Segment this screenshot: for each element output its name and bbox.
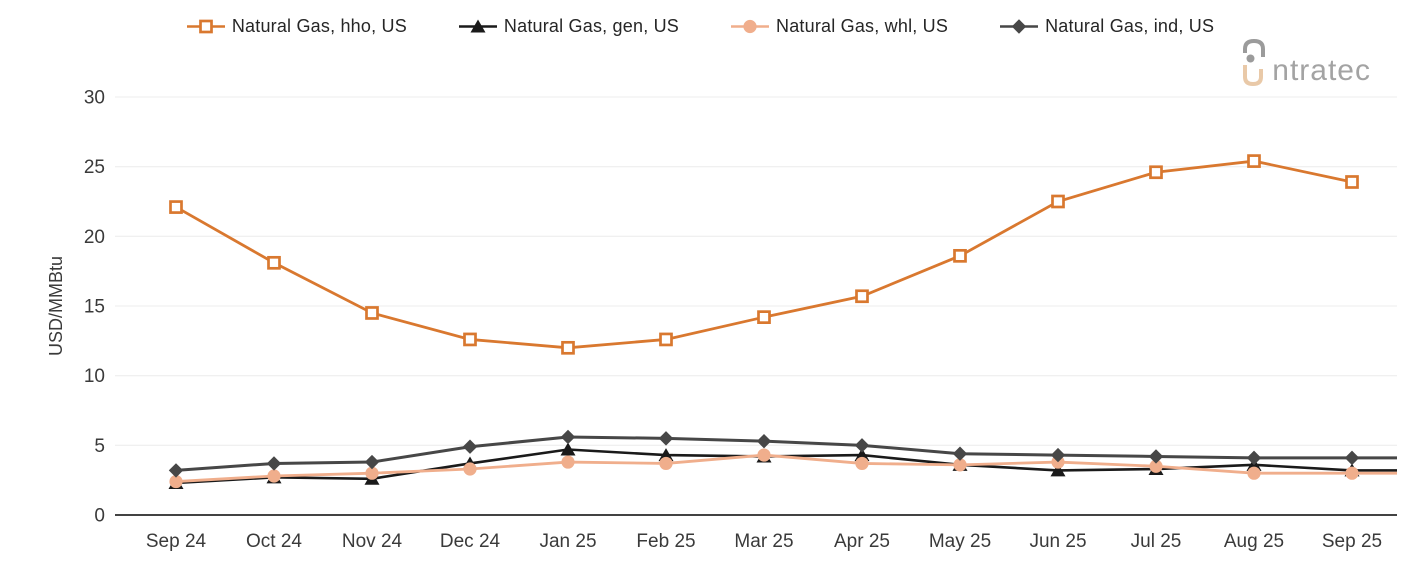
x-tick-label-2: Nov 24 bbox=[342, 531, 403, 552]
marker-whl-8 bbox=[953, 458, 967, 472]
circle-legend-icon bbox=[731, 19, 770, 34]
legend-marker-hho bbox=[198, 19, 213, 34]
marker-hho-10 bbox=[1149, 165, 1163, 180]
legend-label-ind: Natural Gas, ind, US bbox=[1045, 16, 1215, 36]
legend-marker-ind bbox=[1011, 19, 1027, 34]
marker-hho-4 bbox=[561, 340, 575, 355]
x-tick-label-10: Jul 25 bbox=[1131, 531, 1182, 552]
marker-hho-2 bbox=[365, 306, 379, 320]
y-tick-label-10: 10 bbox=[84, 366, 105, 387]
marker-gen-9 bbox=[1050, 463, 1066, 477]
intratec-logo: ntratec bbox=[1240, 38, 1371, 88]
marker-whl-10 bbox=[1149, 459, 1163, 473]
legend-item-whl[interactable]: Natural Gas, whl, US bbox=[731, 16, 948, 37]
y-axis-title: USD/MMBtu bbox=[46, 256, 66, 356]
intratec-logo-mark-icon bbox=[1243, 38, 1266, 87]
marker-hho-6 bbox=[757, 310, 771, 324]
y-axis-ticks: 0 5 10 15 20 25 30 bbox=[84, 88, 105, 527]
series-line-ind bbox=[175, 435, 1397, 472]
legend-marker-whl bbox=[743, 19, 757, 34]
x-tick-label-0: Sep 24 bbox=[146, 531, 207, 552]
marker-gen-4 bbox=[560, 442, 576, 456]
legend-marker-gen bbox=[470, 19, 486, 33]
marker-whl-6 bbox=[757, 448, 771, 462]
marker-whl-1 bbox=[267, 469, 281, 483]
x-tick-label-3: Dec 24 bbox=[440, 531, 501, 552]
marker-whl-2 bbox=[365, 466, 379, 480]
series-gen bbox=[168, 442, 1397, 489]
legend-item-ind[interactable]: Natural Gas, ind, US bbox=[1000, 16, 1214, 37]
y-tick-label-0: 0 bbox=[94, 506, 105, 527]
legend-label-whl: Natural Gas, whl, US bbox=[776, 16, 949, 36]
legend-item-hho[interactable]: Natural Gas, hho, US bbox=[186, 16, 407, 37]
legend-item-gen[interactable]: Natural Gas, gen, US bbox=[458, 16, 680, 37]
square-open-legend-icon bbox=[186, 19, 225, 34]
chart-legend: Natural Gas, hho, US Natural Gas, gen, US… bbox=[0, 16, 1401, 37]
marker-ind-2 bbox=[364, 454, 380, 470]
y-tick-label-15: 15 bbox=[84, 297, 105, 318]
marker-ind-12 bbox=[1344, 450, 1360, 466]
marker-ind-5 bbox=[658, 431, 674, 446]
series-hho bbox=[169, 154, 1359, 355]
intratec-logo-text: ntratec bbox=[1272, 54, 1371, 87]
y-tick-label-25: 25 bbox=[84, 157, 105, 178]
marker-hho-1 bbox=[267, 255, 281, 270]
marker-ind-7 bbox=[854, 438, 870, 453]
marker-hho-9 bbox=[1051, 194, 1065, 209]
marker-whl-7 bbox=[855, 456, 869, 471]
x-tick-label-1: Oct 24 bbox=[246, 531, 302, 552]
x-tick-label-5: Feb 25 bbox=[636, 531, 695, 552]
triangle-legend-icon bbox=[458, 19, 497, 33]
x-tick-label-9: Jun 25 bbox=[1029, 531, 1086, 552]
marker-gen-7 bbox=[854, 448, 870, 462]
x-tick-label-7: Apr 25 bbox=[834, 531, 890, 552]
marker-ind-11 bbox=[1246, 450, 1262, 466]
gridlines bbox=[115, 96, 1397, 446]
marker-hho-8 bbox=[953, 248, 967, 263]
marker-ind-0 bbox=[168, 463, 184, 478]
x-tick-label-11: Aug 25 bbox=[1224, 531, 1284, 552]
series-line-whl bbox=[175, 453, 1397, 483]
marker-hho-3 bbox=[463, 332, 477, 347]
x-axis-ticks: Sep 24 Oct 24 Nov 24 Dec 24 Jan 25 Feb 25 Mar … bbox=[146, 531, 1382, 552]
marker-whl-12 bbox=[1345, 466, 1359, 480]
marker-whl-4 bbox=[561, 455, 575, 469]
series-whl bbox=[169, 448, 1397, 489]
marker-hho-0 bbox=[169, 200, 183, 214]
series-line-gen bbox=[175, 448, 1397, 485]
marker-ind-3 bbox=[462, 439, 478, 454]
marker-ind-9 bbox=[1050, 447, 1066, 463]
marker-hho-7 bbox=[855, 289, 869, 304]
marker-whl-0 bbox=[169, 474, 183, 489]
legend-label-hho: Natural Gas, hho, US bbox=[231, 16, 407, 36]
marker-hho-11 bbox=[1247, 154, 1261, 168]
marker-gen-5 bbox=[658, 448, 674, 462]
y-tick-label-20: 20 bbox=[84, 227, 105, 248]
x-tick-label-4: Jan 25 bbox=[539, 531, 596, 552]
x-tick-label-6: Mar 25 bbox=[734, 531, 793, 552]
diamond-legend-icon bbox=[1000, 19, 1039, 34]
marker-ind-4 bbox=[560, 429, 576, 445]
marker-hho-12 bbox=[1345, 175, 1359, 189]
marker-whl-3 bbox=[463, 462, 477, 476]
y-tick-label-30: 30 bbox=[84, 88, 105, 109]
marker-ind-10 bbox=[1148, 449, 1164, 464]
marker-whl-11 bbox=[1247, 466, 1261, 480]
marker-whl-5 bbox=[659, 456, 673, 471]
legend-label-gen: Natural Gas, gen, US bbox=[503, 16, 680, 36]
y-tick-label-5: 5 bbox=[94, 436, 105, 457]
x-tick-label-12: Sep 25 bbox=[1322, 531, 1382, 552]
marker-ind-6 bbox=[756, 433, 772, 449]
marker-hho-5 bbox=[659, 332, 673, 347]
marker-ind-8 bbox=[952, 446, 968, 461]
x-tick-label-8: May 25 bbox=[929, 531, 991, 552]
series-ind bbox=[168, 429, 1397, 478]
marker-ind-1 bbox=[266, 456, 282, 471]
